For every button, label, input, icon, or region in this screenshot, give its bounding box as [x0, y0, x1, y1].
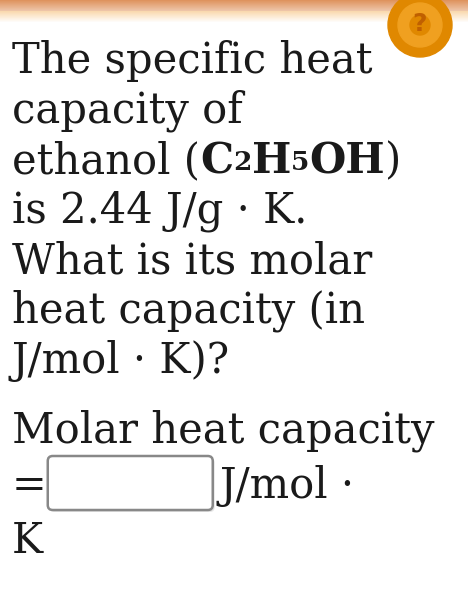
Bar — [0, 14, 468, 15]
Text: J/mol ·: J/mol · — [220, 465, 355, 507]
Circle shape — [398, 3, 442, 47]
Text: 2: 2 — [233, 150, 251, 175]
Text: =: = — [12, 465, 47, 507]
Bar — [0, 5, 468, 6]
Text: K: K — [12, 520, 43, 562]
Text: The specific heat: The specific heat — [12, 40, 373, 82]
Text: Molar heat capacity: Molar heat capacity — [12, 410, 434, 453]
Bar — [0, 3, 468, 4]
Bar — [0, 4, 468, 5]
FancyBboxPatch shape — [50, 458, 215, 512]
Bar — [0, 21, 468, 22]
Text: ?: ? — [413, 12, 427, 36]
Bar — [0, 17, 468, 18]
Bar — [0, 7, 468, 8]
Text: 5: 5 — [291, 150, 309, 175]
Circle shape — [410, 15, 430, 35]
Bar — [0, 19, 468, 20]
Bar — [0, 9, 468, 10]
FancyBboxPatch shape — [48, 456, 213, 510]
Text: OH: OH — [309, 140, 385, 182]
Bar — [0, 12, 468, 13]
Circle shape — [388, 0, 452, 57]
Text: is 2.44 J/g · K.: is 2.44 J/g · K. — [12, 190, 307, 232]
Text: capacity of: capacity of — [12, 90, 242, 132]
Text: heat capacity (in: heat capacity (in — [12, 290, 365, 333]
Text: H: H — [251, 140, 291, 182]
Bar — [0, 6, 468, 7]
Bar — [0, 18, 468, 19]
Bar — [0, 1, 468, 2]
Bar — [0, 20, 468, 21]
Bar — [0, 0, 468, 1]
Bar — [0, 15, 468, 16]
Text: ethanol (: ethanol ( — [12, 140, 200, 182]
Text: ): ) — [385, 140, 401, 182]
Bar — [0, 2, 468, 3]
Bar — [0, 11, 468, 12]
Text: What is its molar: What is its molar — [12, 240, 372, 282]
Bar — [0, 13, 468, 14]
Text: J/mol · K)?: J/mol · K)? — [12, 340, 230, 382]
Bar — [0, 8, 468, 9]
Text: C: C — [200, 140, 233, 182]
Bar — [0, 10, 468, 11]
Bar — [0, 16, 468, 17]
